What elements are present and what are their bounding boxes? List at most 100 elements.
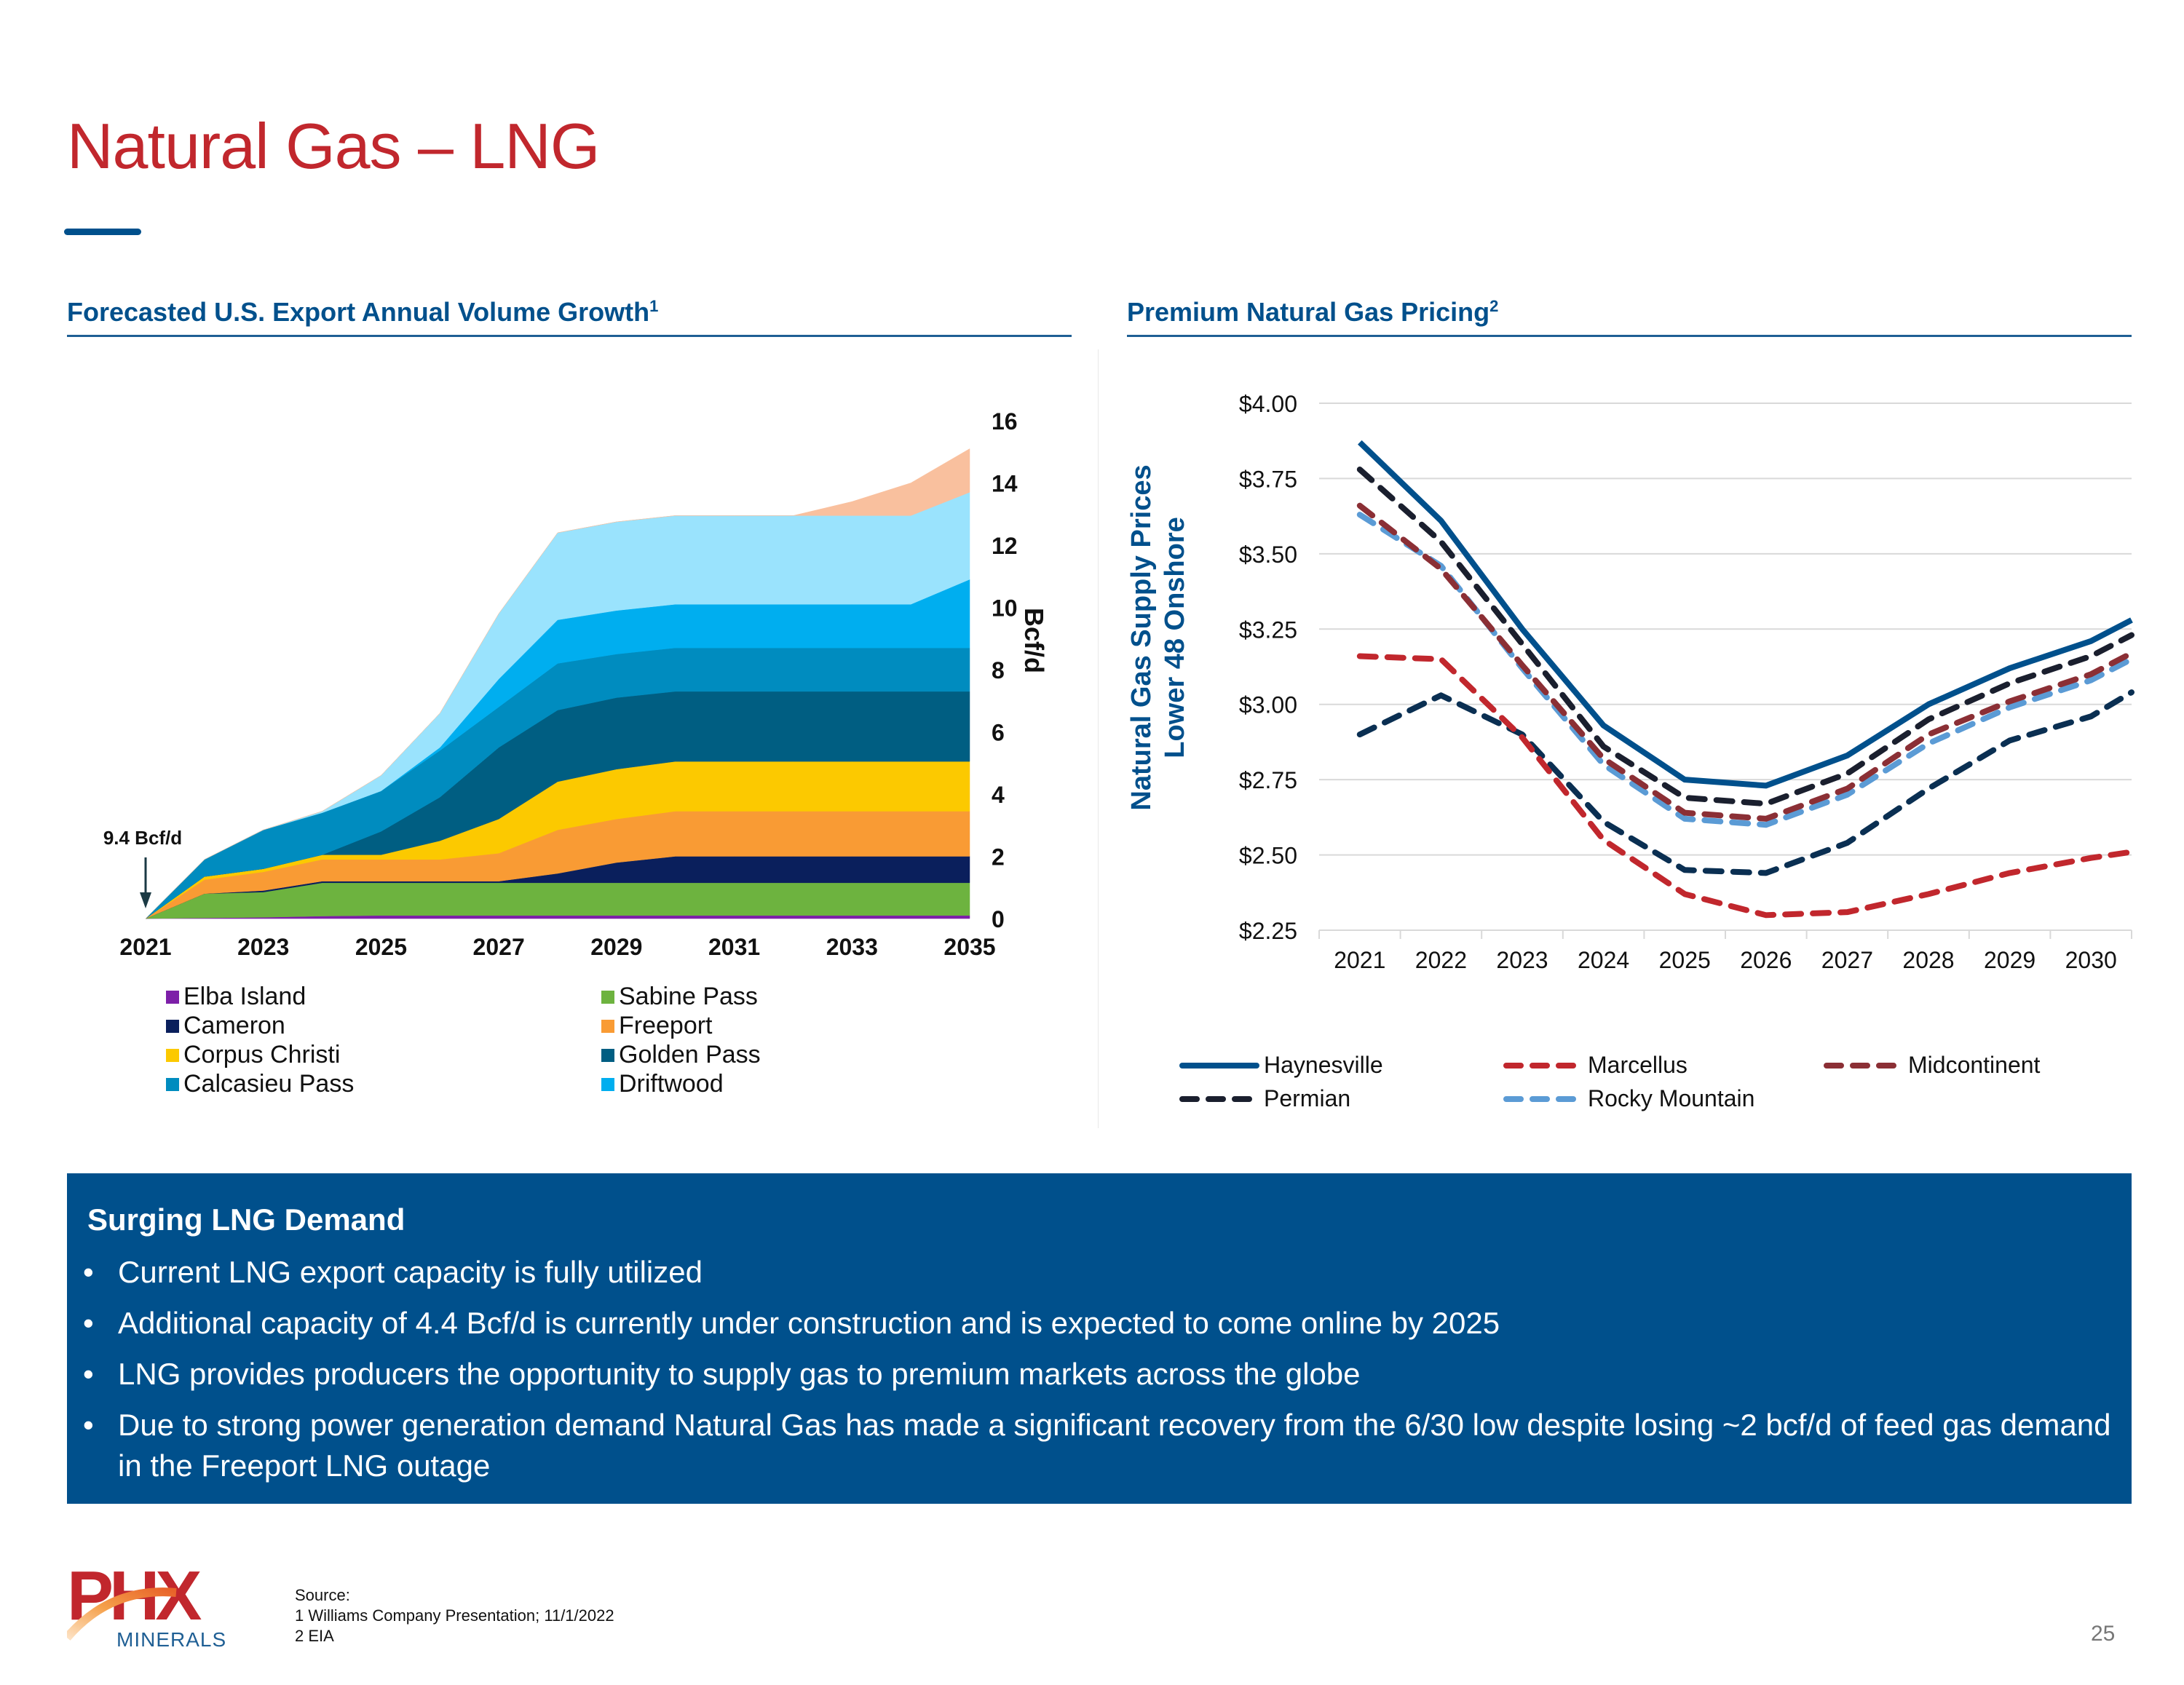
line-midcontinent xyxy=(1356,502,2134,822)
legend-item-haynesville: Haynesville xyxy=(1179,1052,1383,1079)
annotation-label: 9.4 Bcf/d xyxy=(103,827,182,849)
bullet-glyph: • xyxy=(83,1306,94,1340)
x-tick-label: 2021 xyxy=(1334,947,1385,973)
legend-item-elba-island: Elba Island xyxy=(166,983,306,1011)
callout-bullet-text: Additional capacity of 4.4 Bcf/d is curr… xyxy=(118,1306,1500,1340)
x-tick-label: 2027 xyxy=(1821,947,1873,973)
y-tick-label: $2.75 xyxy=(1239,767,1297,793)
legend-swatch-icon xyxy=(601,1048,614,1062)
title-underline xyxy=(64,229,141,235)
legend-item-cameron: Cameron xyxy=(166,1012,285,1040)
section-divider xyxy=(1098,349,1099,1128)
callout-bullet: • LNG provides producers the opportunity … xyxy=(83,1354,2114,1395)
callout-bullet-text: Current LNG export capacity is fully uti… xyxy=(118,1255,703,1289)
legend-dashed-line-icon xyxy=(1503,1062,1583,1069)
legend-solid-line-icon xyxy=(1179,1062,1259,1069)
legend-swatch-icon xyxy=(166,1048,179,1062)
y-tick-label: 6 xyxy=(992,720,1005,746)
callout-bullet: • Current LNG export capacity is fully ut… xyxy=(83,1252,2114,1293)
legend-item-calcasieu-pass: Calcasieu Pass xyxy=(166,1070,354,1098)
legend-item-corpus-christi: Corpus Christi xyxy=(166,1041,340,1069)
legend-item-freeport: Freeport xyxy=(601,1012,713,1040)
x-tick-label: 2030 xyxy=(2065,947,2117,973)
x-tick-label: 2022 xyxy=(1415,947,1467,973)
phx-minerals-logo: PHX MINERALS xyxy=(63,1557,245,1652)
x-tick-label: 2029 xyxy=(590,934,642,960)
legend-label: Calcasieu Pass xyxy=(183,1070,355,1098)
legend-label: Golden Pass xyxy=(619,1041,761,1069)
right-section-title-text: Premium Natural Gas Pricing xyxy=(1127,297,1490,327)
x-tick-label: 2021 xyxy=(119,934,171,960)
y-tick-label: 8 xyxy=(992,657,1005,683)
source-line: 2 EIA xyxy=(295,1627,334,1645)
legend-item-driftwood: Driftwood xyxy=(601,1070,724,1098)
legend-item-rocky-mountain: Rocky Mountain xyxy=(1503,1085,1754,1112)
callout-heading: Surging LNG Demand xyxy=(87,1202,405,1237)
legend-swatch-icon xyxy=(601,1077,614,1091)
y-tick-label: $3.50 xyxy=(1239,542,1297,568)
line-marcellus xyxy=(1356,653,2134,919)
y-tick-label: $2.25 xyxy=(1239,918,1297,944)
bullet-glyph: • xyxy=(83,1255,94,1289)
x-tick-label: 2023 xyxy=(237,934,289,960)
x-tick-label: 2031 xyxy=(708,934,760,960)
callout-bullet-text: Due to strong power generation demand Na… xyxy=(118,1408,2111,1483)
left-section-title-text: Forecasted U.S. Export Annual Volume Gro… xyxy=(67,297,650,327)
legend-item-marcellus: Marcellus xyxy=(1503,1052,1688,1079)
x-tick-label: 2029 xyxy=(1984,947,2035,973)
legend-dashed-line-icon xyxy=(1179,1095,1259,1102)
legend-item-golden-pass: Golden Pass xyxy=(601,1041,761,1069)
legend-swatch-icon xyxy=(601,990,614,1004)
y-tick-label: $3.00 xyxy=(1239,692,1297,718)
legend-dashed-line-icon xyxy=(1503,1095,1583,1102)
x-tick-label: 2025 xyxy=(1659,947,1711,973)
footnote-marker: 1 xyxy=(649,297,659,315)
legend-label: Corpus Christi xyxy=(183,1041,341,1069)
line-haynesville xyxy=(1358,440,2133,789)
legend-item-sabine-pass: Sabine Pass xyxy=(601,983,758,1011)
logo-minerals-text: MINERALS xyxy=(116,1628,226,1651)
y-tick-label: 2 xyxy=(992,844,1005,871)
y-tick-label: $3.25 xyxy=(1239,616,1297,643)
left-section-title: Forecasted U.S. Export Annual Volume Gro… xyxy=(67,297,658,328)
right-section-title: Premium Natural Gas Pricing2 xyxy=(1127,297,1498,328)
y-axis-label: Natural Gas Supply Prices Lower 48 Onshor… xyxy=(1126,464,1190,810)
x-tick-label: 2035 xyxy=(943,934,995,960)
x-tick-label: 2028 xyxy=(1902,947,1954,973)
legend-item-midcontinent: Midcontinent xyxy=(1824,1052,2040,1079)
logo-phx-text: PHX xyxy=(67,1565,202,1635)
gas-price-line-chart: $2.25 $2.50 $2.75 $3.00 $3.25 $3.50 $3.75 $4.00… xyxy=(1126,391,2134,973)
legend-dashed-line-icon xyxy=(1824,1062,1904,1069)
line-rocky-mountain xyxy=(1356,512,2134,828)
page-title: Natural Gas – LNG xyxy=(67,110,600,182)
legend-label: Rocky Mountain xyxy=(1588,1085,1755,1111)
x-tick-label: 2025 xyxy=(355,934,407,960)
area-other-unlabeled-peach xyxy=(145,448,970,919)
y-tick-label: 12 xyxy=(992,533,1018,559)
line-permian xyxy=(1356,467,2134,807)
callout-bullet: • Additional capacity of 4.4 Bcf/d is cur… xyxy=(83,1303,2114,1344)
y-tick-label: 4 xyxy=(992,782,1005,808)
surging-lng-demand-callout: Surging LNG Demand • Current LNG export c… xyxy=(67,1173,2132,1504)
callout-bullet: • Due to strong power generation demand N… xyxy=(83,1405,2114,1486)
y-tick-label: 14 xyxy=(992,471,1018,497)
area-layers xyxy=(145,448,970,919)
legend-swatch-icon xyxy=(166,990,179,1004)
bullet-glyph: • xyxy=(83,1357,94,1391)
legend-label: Midcontinent xyxy=(1908,1052,2041,1078)
x-tick-label: 2026 xyxy=(1740,947,1792,973)
source-line: 1 Williams Company Presentation; 11/1/20… xyxy=(295,1606,614,1625)
lng-export-area-chart: 0 2 4 6 8 10 12 14 16 Bcf/d 2021 2023 2025 2027 2029 20… xyxy=(103,408,1049,960)
legend-swatch-icon xyxy=(166,1077,179,1091)
legend-item-permian: Permian xyxy=(1179,1085,1350,1112)
y-axis-label-line: Natural Gas Supply Prices xyxy=(1126,464,1157,810)
y-tick-label: 0 xyxy=(992,906,1005,932)
legend-swatch-icon xyxy=(601,1019,614,1033)
y-axis-label-line: Lower 48 Onshore xyxy=(1160,517,1190,758)
legend-label: Cameron xyxy=(183,1012,285,1039)
x-tick-label: 2024 xyxy=(1578,947,1629,973)
legend-label: Permian xyxy=(1264,1085,1351,1111)
source-line: Source: xyxy=(295,1586,350,1604)
page-number: 25 xyxy=(2091,1622,2116,1646)
y-tick-label: $2.50 xyxy=(1239,843,1297,869)
